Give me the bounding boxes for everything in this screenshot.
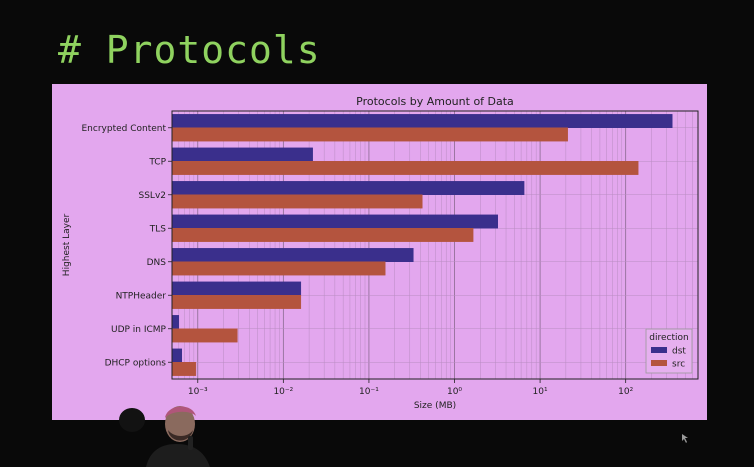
x-tick-label: 10⁰ — [447, 387, 462, 397]
bar-src — [171, 261, 386, 276]
x-axis-label: Size (MB) — [414, 401, 456, 411]
bar-src — [171, 328, 238, 343]
bar-dst — [171, 248, 414, 263]
legend-title: direction — [649, 333, 688, 343]
bar-dst — [171, 181, 525, 195]
legend-label-src: src — [672, 360, 685, 370]
slide-title: # Protocols — [58, 28, 321, 72]
bar-dst — [171, 147, 313, 162]
presenter-beard — [168, 430, 193, 441]
bar-src — [171, 228, 474, 242]
microphone — [188, 436, 193, 450]
presenter-body — [146, 444, 210, 467]
axis-ticks: 10⁻³ 10⁻² 10⁻¹ 10⁰ 10¹ 10² Encrypted Content TC… — [81, 124, 633, 397]
legend-swatch-src — [651, 360, 667, 366]
bar-src — [171, 127, 568, 142]
bar-chart: 10⁻³ 10⁻² 10⁻¹ 10⁰ 10¹ 10² Encrypted Content TC… — [62, 95, 699, 411]
audience-head — [119, 408, 145, 432]
legend-swatch-dst — [651, 347, 667, 353]
x-tick-label: 10² — [618, 387, 633, 397]
bar-dst — [171, 114, 673, 128]
y-tick-label: NTPHeader — [116, 291, 167, 301]
presenter-silhouette — [119, 406, 210, 467]
mouse-cursor-icon — [682, 434, 688, 443]
y-axis-label: Highest Layer — [62, 214, 72, 277]
bar-dst — [171, 214, 498, 229]
bar-dst — [171, 315, 180, 330]
y-tick-label: UDP in ICMP — [111, 325, 167, 335]
axes-frame — [171, 110, 699, 380]
bar-dst — [171, 348, 183, 363]
x-tick-label: 10¹ — [533, 387, 548, 397]
y-tick-label: Encrypted Content — [81, 124, 166, 134]
bar-src — [171, 194, 423, 209]
x-tick-label: 10⁻³ — [188, 387, 208, 397]
bar-src — [171, 362, 197, 376]
y-tick-label: TCP — [148, 157, 166, 167]
x-tick-label: 10⁻² — [273, 387, 293, 397]
projector-screen: 10⁻³ 10⁻² 10⁻¹ 10⁰ 10¹ 10² Encrypted Content TC… — [52, 84, 707, 420]
bar-src — [171, 161, 639, 175]
legend: direction dst src — [645, 328, 693, 374]
y-tick-label: DHCP options — [105, 358, 167, 368]
bar-src — [171, 295, 302, 309]
x-tick-label: 10⁻¹ — [359, 387, 379, 397]
presenter-head — [165, 406, 195, 442]
y-tick-label: TLS — [149, 224, 167, 234]
bar-dst — [171, 281, 302, 296]
y-tick-label: SSLv2 — [139, 191, 167, 201]
presenter-hair — [165, 406, 196, 418]
chart-title: Protocols by Amount of Data — [356, 95, 514, 108]
bar-group — [171, 114, 673, 376]
legend-items: dst src — [651, 347, 686, 370]
legend-label-dst: dst — [672, 347, 686, 357]
y-tick-label: DNS — [147, 258, 167, 268]
